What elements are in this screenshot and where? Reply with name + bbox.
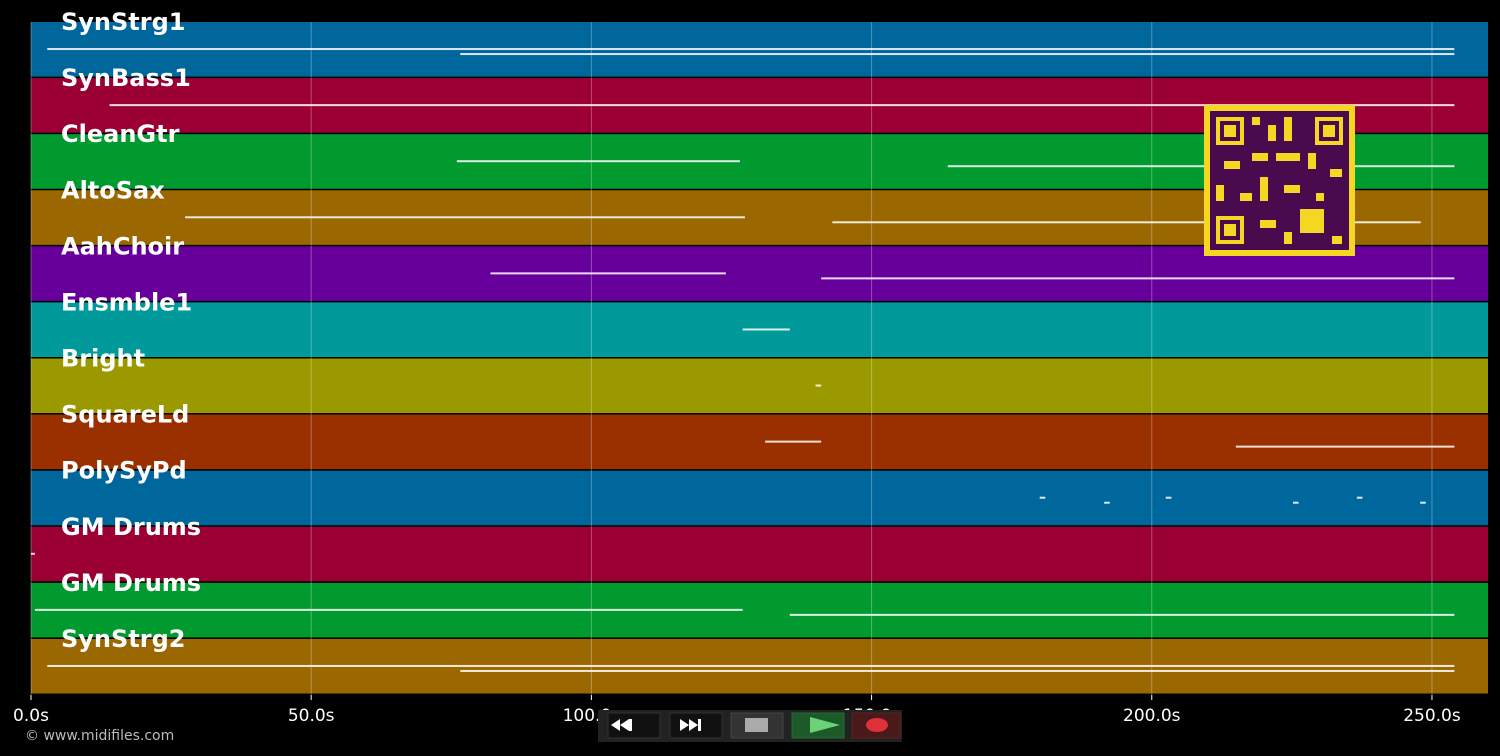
stop-button[interactable] <box>730 712 784 739</box>
notes <box>31 48 1455 672</box>
track-lane <box>31 414 1488 470</box>
note-span <box>185 216 745 219</box>
x-tick-label: 50.0s <box>288 706 335 726</box>
labels: SynStrg1 SynBass1 CleanGtr AltoSax AahChoir E… <box>61 8 201 653</box>
track-name: AltoSax <box>61 176 165 204</box>
note-span <box>1039 496 1046 499</box>
x-tick-label: 0.0s <box>13 706 49 726</box>
rewind-button[interactable] <box>607 712 661 739</box>
track-name: SynStrg1 <box>61 8 186 36</box>
play-button[interactable] <box>791 712 845 739</box>
x-tick-label: 200.0s <box>1123 706 1181 726</box>
track-lane <box>31 470 1488 526</box>
track-name: GM Drums <box>61 513 201 541</box>
transport-controls <box>598 710 902 742</box>
note-span <box>1356 496 1363 499</box>
note-span <box>1165 496 1172 499</box>
track-name: GM Drums <box>61 569 201 597</box>
track-name: SquareLd <box>61 401 189 429</box>
note-span <box>456 160 740 163</box>
grid <box>30 22 1433 695</box>
track-lane <box>31 526 1488 582</box>
note-span <box>815 384 822 387</box>
note-span <box>1292 501 1299 504</box>
track-name: SynStrg2 <box>61 625 186 653</box>
note-span <box>947 165 1455 168</box>
note-span <box>31 552 35 555</box>
track-name: Bright <box>61 345 145 373</box>
note-span <box>1420 501 1426 504</box>
track-name: CleanGtr <box>61 120 180 148</box>
note-span <box>490 272 726 275</box>
note-span <box>1235 445 1455 448</box>
note-span <box>821 277 1455 280</box>
note-span <box>47 664 1455 667</box>
forward-button[interactable] <box>669 712 723 739</box>
note-span <box>109 104 1455 107</box>
x-tick-label: 250.0s <box>1403 706 1461 726</box>
copyright: © www.midifiles.com <box>25 728 174 744</box>
track-name: AahChoir <box>61 232 184 260</box>
track-name: PolySyPd <box>61 457 187 485</box>
note-span <box>789 613 1455 616</box>
note-span <box>460 53 1455 56</box>
note-span <box>34 608 743 611</box>
track-name: Ensmble1 <box>61 288 192 316</box>
track-lane <box>31 358 1488 414</box>
note-span <box>1104 501 1110 504</box>
note-span <box>47 48 1455 51</box>
note-span <box>460 669 1455 672</box>
note-span <box>765 440 822 443</box>
note-span <box>742 328 790 331</box>
note-span <box>832 221 1421 224</box>
track-name: SynBass1 <box>61 64 191 92</box>
record-button[interactable] <box>851 712 901 739</box>
qr-code <box>1204 105 1355 256</box>
